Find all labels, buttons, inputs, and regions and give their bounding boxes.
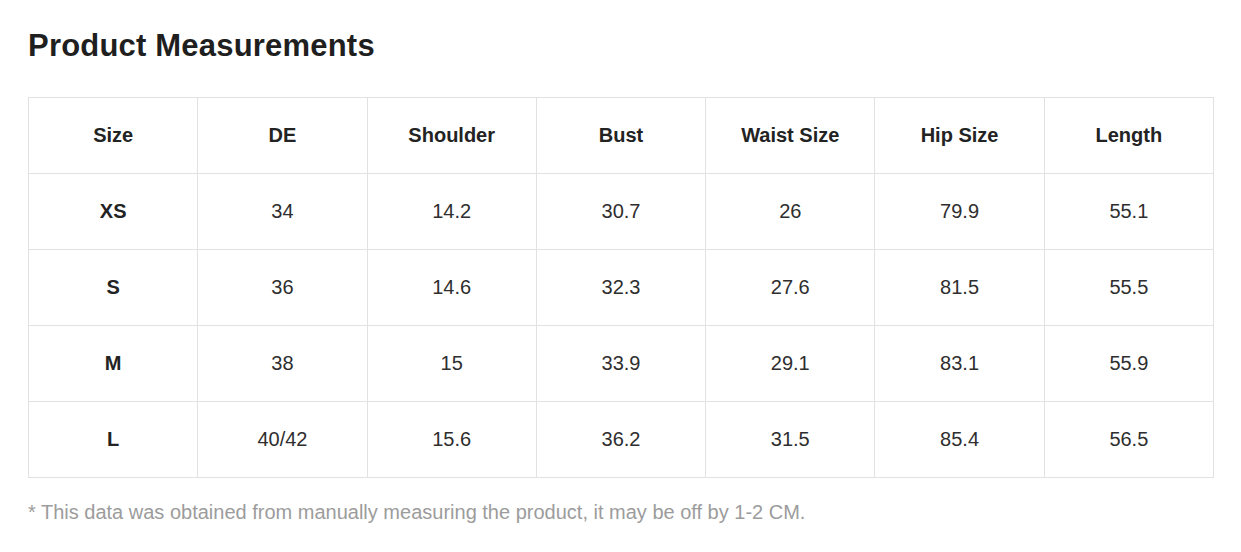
table-cell: 14.6 [367, 250, 536, 326]
table-cell: 55.5 [1044, 250, 1213, 326]
table-cell: 85.4 [875, 402, 1044, 478]
table-cell: 31.5 [706, 402, 875, 478]
table-cell: 30.7 [536, 174, 705, 250]
table-cell: 14.2 [367, 174, 536, 250]
table-cell: 79.9 [875, 174, 1044, 250]
row-size-label: M [29, 326, 198, 402]
table-cell: 33.9 [536, 326, 705, 402]
table-cell: 15 [367, 326, 536, 402]
column-header-hip-size: Hip Size [875, 98, 1044, 174]
table-cell: 32.3 [536, 250, 705, 326]
table-header: Size DE Shoulder Bust Waist Size Hip Siz… [29, 98, 1214, 174]
column-header-waist-size: Waist Size [706, 98, 875, 174]
row-size-label: XS [29, 174, 198, 250]
table-cell: 38 [198, 326, 367, 402]
column-header-length: Length [1044, 98, 1213, 174]
table-cell: 55.9 [1044, 326, 1213, 402]
header-row: Size DE Shoulder Bust Waist Size Hip Siz… [29, 98, 1214, 174]
table-cell: 83.1 [875, 326, 1044, 402]
measurements-table: Size DE Shoulder Bust Waist Size Hip Siz… [28, 97, 1214, 478]
measurement-disclaimer: * This data was obtained from manually m… [28, 501, 1214, 524]
column-header-de: DE [198, 98, 367, 174]
table-cell: 34 [198, 174, 367, 250]
table-cell: 56.5 [1044, 402, 1213, 478]
table-body: XS 34 14.2 30.7 26 79.9 55.1 S 36 14.6 3… [29, 174, 1214, 478]
table-cell: 15.6 [367, 402, 536, 478]
table-cell: 29.1 [706, 326, 875, 402]
table-row-m: M 38 15 33.9 29.1 83.1 55.9 [29, 326, 1214, 402]
column-header-shoulder: Shoulder [367, 98, 536, 174]
column-header-bust: Bust [536, 98, 705, 174]
table-row-s: S 36 14.6 32.3 27.6 81.5 55.5 [29, 250, 1214, 326]
table-row-xs: XS 34 14.2 30.7 26 79.9 55.1 [29, 174, 1214, 250]
table-cell: 36.2 [536, 402, 705, 478]
table-cell: 26 [706, 174, 875, 250]
table-cell: 81.5 [875, 250, 1044, 326]
table-cell: 55.1 [1044, 174, 1213, 250]
row-size-label: S [29, 250, 198, 326]
table-cell: 27.6 [706, 250, 875, 326]
row-size-label: L [29, 402, 198, 478]
page-title: Product Measurements [28, 28, 1214, 64]
table-cell: 36 [198, 250, 367, 326]
table-cell: 40/42 [198, 402, 367, 478]
product-measurements-page: Product Measurements Size DE Shoulder Bu… [0, 0, 1241, 552]
table-row-l: L 40/42 15.6 36.2 31.5 85.4 56.5 [29, 402, 1214, 478]
column-header-size: Size [29, 98, 198, 174]
